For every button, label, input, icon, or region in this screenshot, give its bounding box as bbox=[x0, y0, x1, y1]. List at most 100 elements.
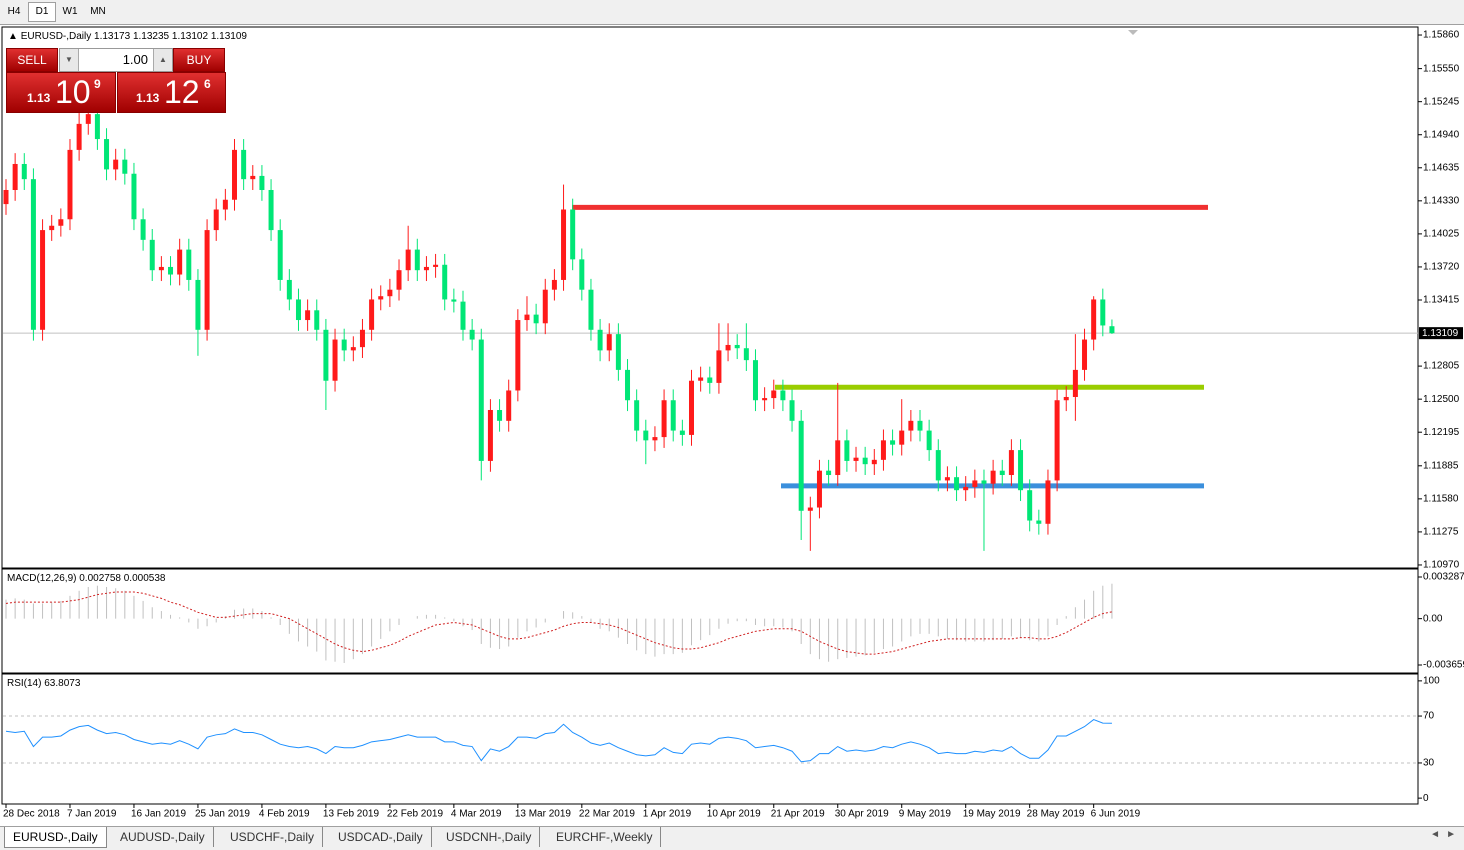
ask-point: 6 bbox=[204, 77, 211, 91]
candle-body bbox=[177, 249, 183, 275]
candle-body bbox=[405, 249, 411, 271]
candle-body bbox=[423, 266, 429, 271]
chart-header: ▲ EURUSD-,Daily 1.13173 1.13235 1.13102 … bbox=[8, 31, 247, 42]
candle-body bbox=[442, 264, 448, 300]
buy-button[interactable]: BUY bbox=[173, 48, 225, 72]
y-tick-label: 30 bbox=[1423, 758, 1435, 769]
y-tick-label: -0.003659 bbox=[1423, 660, 1464, 671]
lot-decrease[interactable]: ▼ bbox=[60, 49, 79, 71]
timeframe-button[interactable]: MN bbox=[90, 6, 106, 17]
candle-body bbox=[195, 279, 201, 330]
high: 1.13235 bbox=[133, 31, 170, 42]
bid-price[interactable]: 1.13 10 9 bbox=[6, 72, 116, 113]
timeframe-button[interactable]: D1 bbox=[28, 2, 56, 22]
candle-body bbox=[1091, 299, 1097, 340]
rsi-value: 63.8073 bbox=[44, 678, 81, 689]
x-tick-label: 9 May 2019 bbox=[899, 809, 952, 820]
candle-body bbox=[1100, 299, 1106, 326]
candle-body bbox=[542, 289, 548, 324]
candle-body bbox=[305, 310, 311, 321]
candle-body bbox=[880, 440, 886, 460]
candle-body bbox=[963, 486, 969, 491]
y-tick-label: 0 bbox=[1423, 793, 1429, 804]
x-tick-label: 6 Jun 2019 bbox=[1091, 809, 1141, 820]
macd-header: MACD(12,26,9) 0.002758 0.000538 bbox=[7, 573, 166, 584]
timeframe-button[interactable]: W1 bbox=[62, 6, 78, 17]
tab-scroll-left[interactable]: ◄ bbox=[1430, 829, 1440, 840]
x-tick-label: 7 Jan 2019 bbox=[67, 809, 117, 820]
candle-body bbox=[232, 149, 237, 200]
candle-body bbox=[1082, 339, 1088, 370]
rsi-header: RSI(14) 63.8073 bbox=[7, 678, 81, 689]
x-tick-label: 1 Apr 2019 bbox=[643, 809, 692, 820]
chart-tab[interactable]: USDCAD-,Daily bbox=[330, 827, 432, 847]
y-tick-label: 1.13415 bbox=[1423, 295, 1460, 306]
y-tick-label: 1.11580 bbox=[1423, 493, 1459, 504]
candle-body bbox=[570, 209, 576, 260]
candle-body bbox=[21, 163, 27, 180]
candle-body bbox=[250, 175, 256, 180]
timeframe-button[interactable]: H4 bbox=[7, 6, 21, 17]
sell-button[interactable]: SELL bbox=[6, 48, 58, 72]
candle-body bbox=[606, 334, 612, 351]
ask-price[interactable]: 1.13 12 6 bbox=[117, 72, 226, 113]
candle-body bbox=[213, 209, 219, 231]
candle-body bbox=[350, 347, 356, 351]
candle-body bbox=[798, 420, 804, 511]
candle-body bbox=[433, 264, 439, 267]
symbol: EURUSD-,Daily bbox=[21, 31, 92, 42]
y-tick-label: 1.11275 bbox=[1423, 527, 1459, 538]
candle-body bbox=[487, 409, 493, 461]
candle-body bbox=[414, 249, 420, 271]
chart-tabs: ◄ ► EURUSD-,Daily AUDUSD-,Daily USDCHF-,Da… bbox=[0, 826, 1464, 850]
y-tick-label: 1.13720 bbox=[1423, 262, 1460, 273]
open: 1.13173 bbox=[94, 31, 131, 42]
candle-body bbox=[49, 225, 55, 231]
candle-body bbox=[396, 270, 402, 290]
x-tick-label: 10 Apr 2019 bbox=[707, 809, 761, 820]
x-tick-label: 16 Jan 2019 bbox=[131, 809, 186, 820]
chart-tab[interactable]: AUDUSD-,Daily bbox=[112, 827, 214, 847]
candle-body bbox=[286, 279, 292, 300]
candle-body bbox=[1027, 490, 1033, 521]
candle-body bbox=[689, 380, 694, 435]
candle-body bbox=[990, 470, 996, 484]
header-arrow: ▲ bbox=[8, 31, 21, 42]
plot-layer: 1.15860 1.15550 1.15245 1.14940 1.14635 1.143… bbox=[3, 30, 1464, 820]
candle-body bbox=[323, 329, 329, 381]
candle-body bbox=[1008, 450, 1014, 476]
candle-body bbox=[743, 348, 749, 361]
chart-tab[interactable]: USDCHF-,Daily bbox=[222, 827, 323, 847]
candle-body bbox=[149, 239, 155, 271]
tab-scroll-right[interactable]: ► bbox=[1446, 829, 1456, 840]
x-tick-label: 4 Mar 2019 bbox=[451, 809, 502, 820]
candle-body bbox=[104, 139, 110, 170]
candle-body bbox=[131, 173, 137, 220]
candle-body bbox=[369, 299, 375, 330]
rsi-panel bbox=[1, 673, 1419, 805]
chart-tab[interactable]: USDCNH-,Daily bbox=[438, 827, 541, 847]
y-tick-label: 1.14635 bbox=[1423, 162, 1460, 173]
chart-tab[interactable]: EURUSD-,Daily bbox=[4, 827, 107, 848]
lot-increase[interactable]: ▲ bbox=[153, 49, 172, 71]
candle-body bbox=[899, 430, 905, 445]
y-tick-label: 1.15860 bbox=[1423, 30, 1460, 41]
candle-body bbox=[771, 390, 777, 399]
chart-tab[interactable]: EURCHF-,Weekly bbox=[548, 827, 662, 847]
candle-body bbox=[625, 369, 631, 401]
x-tick-label: 22 Feb 2019 bbox=[387, 809, 444, 820]
candle-body bbox=[332, 339, 338, 381]
candle-body bbox=[76, 123, 82, 150]
rsi-line bbox=[5, 718, 1112, 763]
y-tick-label: 1.12195 bbox=[1423, 427, 1460, 438]
signal-line bbox=[5, 591, 1113, 655]
x-tick-label: 19 May 2019 bbox=[963, 809, 1021, 820]
y-tick-label: 0.00 bbox=[1423, 613, 1443, 624]
candle-body bbox=[122, 159, 128, 174]
candle-body bbox=[716, 350, 722, 383]
candle-body bbox=[85, 114, 91, 124]
x-tick-label: 4 Feb 2019 bbox=[259, 809, 310, 820]
macd-value: 0.002758 bbox=[79, 573, 121, 584]
chart-window: 1.15860 1.15550 1.15245 1.14940 1.14635 1.143… bbox=[1, 26, 1464, 820]
lot-input[interactable]: ▼ 1.00 ▲ bbox=[59, 48, 173, 72]
